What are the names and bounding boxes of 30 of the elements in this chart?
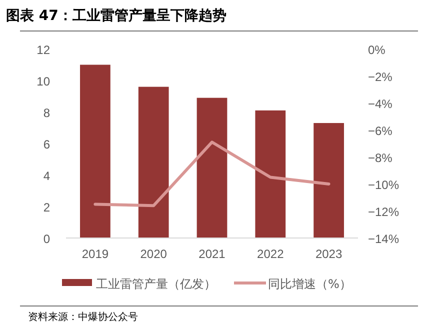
text: 资料来源：中爆协公众号 (28, 311, 138, 323)
x-tick-label: 2023 (315, 247, 342, 261)
bar (138, 86, 169, 238)
y2-tick-label: −8% (368, 151, 393, 165)
bar (255, 110, 286, 238)
y-tick-label: 10 (36, 74, 50, 88)
y-tick-label: 8 (43, 106, 50, 120)
x-tick-label: 2022 (257, 247, 284, 261)
legend-label: 同比增速（%） (268, 277, 352, 291)
y2-tick-label: −14% (368, 232, 400, 246)
y-tick-label: 0 (43, 232, 50, 246)
y2-tick-label: −2% (368, 70, 393, 84)
x-tick-label: 2020 (140, 247, 168, 261)
y2-tick-label: −6% (368, 124, 393, 138)
bar (314, 123, 344, 238)
bar (80, 64, 110, 238)
x-tick-label: 2019 (82, 247, 109, 261)
y2-tick-label: 0% (368, 43, 386, 57)
y-tick-label: 6 (43, 138, 50, 152)
line-series (94, 140, 330, 208)
y-tick-label: 4 (43, 169, 50, 183)
y2-tick-label: −10% (368, 178, 400, 192)
bar (196, 98, 228, 238)
chart-title: 图表 47：工业雷管产量呈下降趋势 (6, 7, 226, 24)
legend-label: 工业雷管产量（亿发） (96, 277, 216, 291)
y-tick-label: 2 (43, 200, 50, 214)
y2-tick-label: −4% (368, 97, 393, 111)
y-tick-label: 12 (36, 43, 50, 57)
x-tick-label: 2021 (198, 247, 226, 261)
y2-tick-label: −12% (368, 205, 400, 219)
